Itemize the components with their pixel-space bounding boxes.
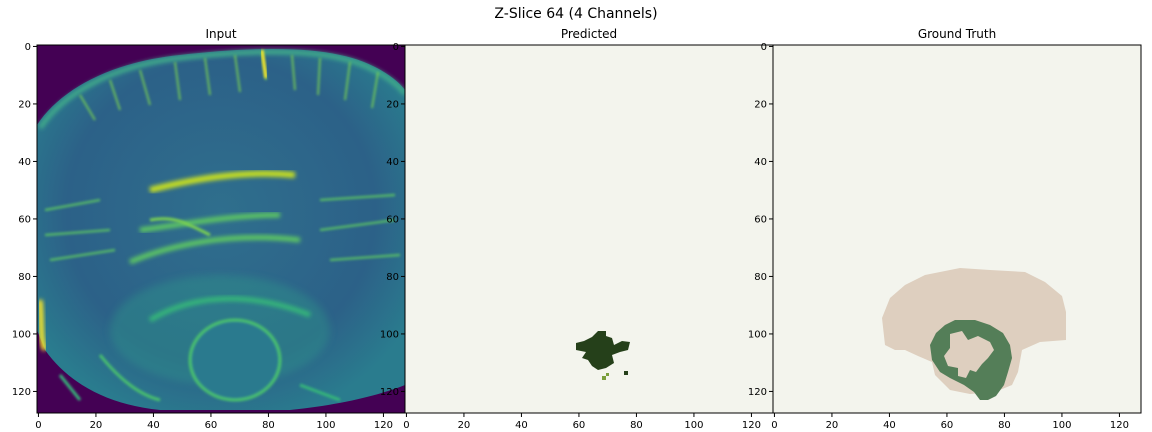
- y-tick-label: 0: [25, 42, 31, 53]
- x-tick-label: 20: [90, 420, 103, 431]
- y-tick-label: 0: [761, 42, 767, 53]
- predicted-image: [405, 45, 773, 413]
- y-tick-label: 20: [754, 99, 767, 110]
- x-tick-label: 20: [458, 420, 471, 431]
- panel-title-predicted: Predicted: [561, 27, 617, 41]
- y-tick-label: 60: [18, 214, 31, 225]
- x-tick-label: 120: [1110, 420, 1129, 431]
- x-tick-label: 80: [998, 420, 1011, 431]
- y-tick-label: 100: [380, 329, 399, 340]
- x-tick-label: 40: [147, 420, 160, 431]
- y-tick-label: 80: [18, 272, 31, 283]
- y-tick-label: 40: [386, 157, 399, 168]
- x-tick-label: 60: [573, 420, 586, 431]
- ground-truth-ticks: 0 0 20 20 40 40 60 60 80 80 100 100 120 120: [748, 42, 1129, 431]
- x-tick-label: 100: [316, 420, 335, 431]
- ground-truth-core-region: [930, 320, 1012, 400]
- x-tick-label: 40: [515, 420, 528, 431]
- panel-title-ground-truth: Ground Truth: [918, 27, 996, 41]
- predicted-tumor-region: [576, 331, 630, 370]
- y-tick-label: 120: [380, 387, 399, 398]
- ground-truth-panel: Ground Truth 0 0 20 20 40 40 60 60 80 80 100 100 120…: [748, 27, 1142, 431]
- ground-truth-axes-frame: [772, 44, 1142, 414]
- x-tick-label: 0: [771, 420, 777, 431]
- predicted-speck: [606, 373, 609, 376]
- x-tick-label: 80: [262, 420, 275, 431]
- x-tick-label: 20: [826, 420, 839, 431]
- x-tick-label: 60: [941, 420, 954, 431]
- y-tick-label: 100: [12, 329, 31, 340]
- y-tick-label: 40: [754, 157, 767, 168]
- y-tick-label: 120: [12, 387, 31, 398]
- y-tick-label: 20: [18, 99, 31, 110]
- ground-truth-image: [773, 45, 1141, 413]
- panel-title-input: Input: [205, 27, 236, 41]
- figure-title: Z-Slice 64 (4 Channels): [494, 6, 658, 22]
- y-tick-label: 120: [748, 387, 767, 398]
- x-tick-label: 0: [35, 420, 41, 431]
- x-tick-label: 120: [374, 420, 393, 431]
- x-tick-label: 60: [205, 420, 218, 431]
- x-tick-label: 100: [684, 420, 703, 431]
- x-tick-label: 40: [883, 420, 896, 431]
- y-tick-label: 20: [386, 99, 399, 110]
- input-ticks: 0 0 20 20 40 40 60 60 80 80 100 100 120 120: [12, 42, 393, 431]
- predicted-speck: [602, 376, 606, 380]
- input-image: [37, 45, 405, 413]
- y-tick-label: 100: [748, 329, 767, 340]
- y-tick-label: 40: [18, 157, 31, 168]
- y-tick-label: 60: [754, 214, 767, 225]
- x-tick-label: 0: [403, 420, 409, 431]
- y-tick-label: 60: [386, 214, 399, 225]
- input-panel: Input: [12, 27, 406, 431]
- predicted-ticks: 0 0 20 20 40 40 60 60 80 80 100 100 120 120: [380, 42, 761, 431]
- x-tick-label: 100: [1052, 420, 1071, 431]
- y-tick-label: 80: [386, 272, 399, 283]
- predicted-panel: Predicted 0 0 20 20 40 40 60 60 80 80 100 100 120 120: [380, 27, 774, 431]
- x-tick-label: 80: [630, 420, 643, 431]
- x-tick-label: 120: [742, 420, 761, 431]
- predicted-speck: [624, 371, 628, 375]
- y-tick-label: 80: [754, 272, 767, 283]
- y-tick-label: 0: [393, 42, 399, 53]
